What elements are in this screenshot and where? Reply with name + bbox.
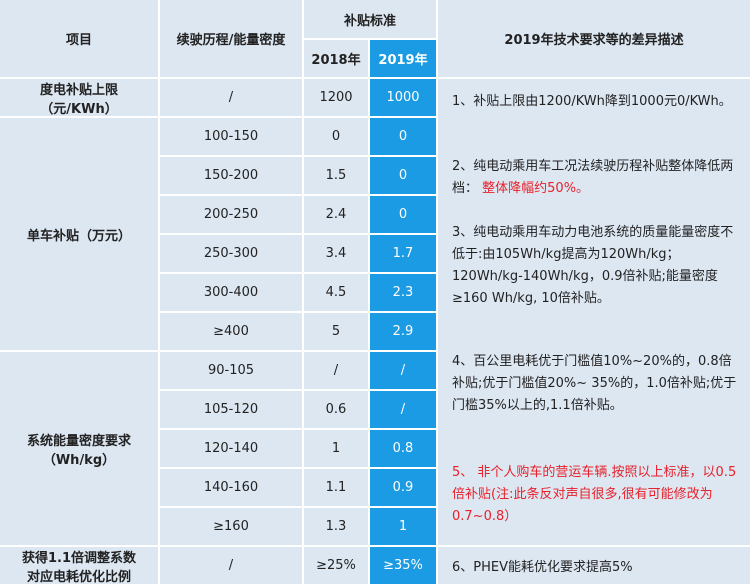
range-cell: 300-400 xyxy=(160,274,302,311)
header-item: 项目 xyxy=(0,0,158,77)
range-cell: 90-105 xyxy=(160,352,302,389)
value-2018: 0.6 xyxy=(304,391,368,428)
header-2018: 2018年 xyxy=(304,40,368,77)
note-text: 4、百公里电耗优于门槛值10%~20%的，0.8倍补贴;优于门槛值20%~ 35… xyxy=(452,354,737,413)
note-text: 3、纯电动乘用车动力电池系统的质量能量密度不低于:由105Wh/kg提高为120… xyxy=(452,225,734,306)
value-2019: 0 xyxy=(370,157,436,194)
value-2019: 1.7 xyxy=(370,235,436,272)
value-2019: 0 xyxy=(370,118,436,155)
note: 2、纯电动乘用车工况法续驶历程补贴整体降低两档： 整体降幅约50%。 xyxy=(452,156,740,200)
value-2018: 1 xyxy=(304,430,368,467)
header-subsidy: 补贴标准 xyxy=(304,0,436,38)
note-text: 6、PHEV能耗优化要求提高5% xyxy=(452,560,633,575)
note: 4、百公里电耗优于门槛值10%~20%的，0.8倍补贴;优于门槛值20%~ 35… xyxy=(452,351,740,417)
value-2018: 3.4 xyxy=(304,235,368,272)
range-cell: 150-200 xyxy=(160,157,302,194)
range-cell: / xyxy=(160,547,302,584)
notes-cell: 1、补贴上限由1200/KWh降到1000元0/KWh。 2、纯电动乘用车工况法续… xyxy=(438,79,750,545)
value-2018: / xyxy=(304,352,368,389)
label-line: 对应电耗优化比例 xyxy=(26,569,131,584)
note-last: 6、PHEV能耗优化要求提高5% xyxy=(438,547,750,584)
value-2018: 0 xyxy=(304,118,368,155)
value-2019: 1 xyxy=(370,508,436,545)
range-cell: 100-150 xyxy=(160,118,302,155)
value-2018: 1.1 xyxy=(304,469,368,506)
range-cell: ≥400 xyxy=(160,313,302,350)
section-label: 度电补贴上限 （元/KWh） xyxy=(0,79,158,117)
value-2018: 1.5 xyxy=(304,157,368,194)
value-2019: 1000 xyxy=(370,79,436,116)
range-cell: 120-140 xyxy=(160,430,302,467)
value-2019: 0.8 xyxy=(370,430,436,467)
section-label: 系统能量密度要求 （Wh/kg） xyxy=(0,352,158,545)
note: 3、纯电动乘用车动力电池系统的质量能量密度不低于:由105Wh/kg提高为120… xyxy=(452,222,740,310)
value-2019: 0 xyxy=(370,196,436,233)
note: 5、 非个人购车的营运车辆.按照以上标准，以0.5倍补贴(注:此条反对声自很多,… xyxy=(452,462,740,528)
header-diff: 2019年技术要求等的差异描述 xyxy=(438,0,750,77)
range-cell: 250-300 xyxy=(160,235,302,272)
note: 1、补贴上限由1200/KWh降到1000元0/KWh。 xyxy=(452,91,740,113)
label-line: 单车补贴（万元） xyxy=(26,228,131,244)
label-line: 系统能量密度要求 xyxy=(26,433,131,449)
label-line: 度电补贴上限 xyxy=(39,82,118,98)
range-cell: / xyxy=(160,79,302,116)
value-2018: 2.4 xyxy=(304,196,368,233)
section-label: 单车补贴（万元） xyxy=(0,118,158,350)
value-2018: 1200 xyxy=(304,79,368,116)
value-2019: 2.3 xyxy=(370,274,436,311)
value-2018: 1.3 xyxy=(304,508,368,545)
label-line: 获得1.1倍调整系数 xyxy=(21,550,137,566)
label-line: （Wh/kg） xyxy=(42,452,116,468)
value-2018: 4.5 xyxy=(304,274,368,311)
value-2019: 2.9 xyxy=(370,313,436,350)
note-text: 整体降幅约50%。 xyxy=(478,181,590,196)
header-range: 续驶历程/能量密度 xyxy=(160,0,302,77)
section-label: 获得1.1倍调整系数 对应电耗优化比例 xyxy=(0,547,158,584)
value-2019: 0.9 xyxy=(370,469,436,506)
value-2019: ≥35% xyxy=(370,547,436,584)
note-text: 5、 非个人购车的营运车辆.按照以上标准，以0.5倍补贴(注:此条反对声自很多,… xyxy=(452,465,737,524)
header-2019: 2019年 xyxy=(370,40,436,77)
value-2019: / xyxy=(370,352,436,389)
note-text: 1、补贴上限由1200/KWh降到1000元0/KWh。 xyxy=(452,94,732,109)
value-2018: 5 xyxy=(304,313,368,350)
note-text: 2、纯电动乘用车工况法续驶历程补贴整体降低两档： xyxy=(452,159,734,196)
range-cell: 200-250 xyxy=(160,196,302,233)
value-2019: / xyxy=(370,391,436,428)
range-cell: 105-120 xyxy=(160,391,302,428)
value-2018: ≥25% xyxy=(304,547,368,584)
range-cell: 140-160 xyxy=(160,469,302,506)
label-line: （元/KWh） xyxy=(40,101,118,117)
note: 6、PHEV能耗优化要求提高5% xyxy=(452,556,633,575)
range-cell: ≥160 xyxy=(160,508,302,545)
